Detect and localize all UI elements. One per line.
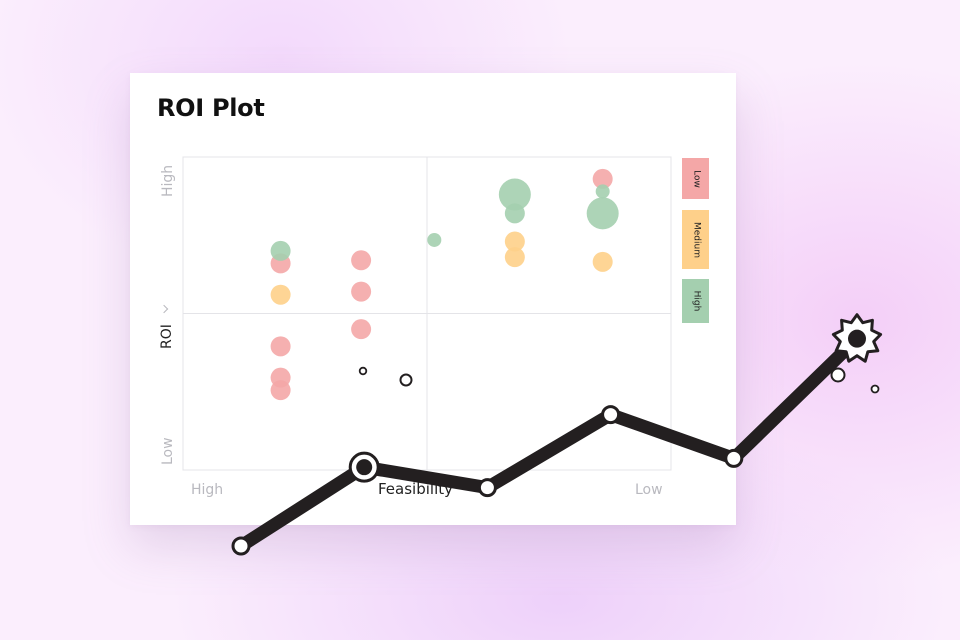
- legend-item-low[interactable]: Low: [682, 158, 709, 199]
- bubble-medium[interactable]: [504, 231, 525, 252]
- bubble-high[interactable]: [504, 203, 525, 224]
- bubble-medium[interactable]: [592, 251, 613, 272]
- bubble-low[interactable]: [351, 319, 372, 340]
- bubble-medium[interactable]: [504, 247, 525, 268]
- bubble-low[interactable]: [592, 168, 613, 189]
- bubble-layer: [270, 168, 619, 401]
- floating-dot: [870, 384, 880, 394]
- trend-line: [234, 332, 864, 553]
- legend-item-high[interactable]: High: [682, 279, 709, 323]
- trend-node-dot: [848, 329, 866, 348]
- bubble-low[interactable]: [270, 380, 291, 401]
- bubble-low[interactable]: [351, 281, 372, 302]
- bubble-low[interactable]: [270, 336, 291, 357]
- bubble-high[interactable]: [270, 240, 291, 261]
- bubble-high[interactable]: [586, 197, 619, 230]
- trend-node: [724, 448, 744, 468]
- x-tick-high: High: [191, 482, 224, 498]
- bubble-medium[interactable]: [270, 284, 291, 305]
- bubble-low[interactable]: [351, 250, 372, 271]
- bubble-high[interactable]: [595, 184, 610, 199]
- trend-node: [477, 478, 497, 498]
- floating-dot: [399, 373, 413, 387]
- bubble-high[interactable]: [427, 232, 442, 247]
- floating-dots: [358, 366, 880, 394]
- trend-node: [601, 405, 621, 425]
- floating-dot: [830, 367, 846, 383]
- bubble-high[interactable]: [498, 178, 531, 211]
- x-tick-low: Low: [635, 482, 663, 498]
- legend-item-medium[interactable]: Medium: [682, 210, 709, 269]
- trend-nodes: [231, 313, 883, 556]
- chart-title: ROI Plot: [157, 94, 265, 122]
- roi-plot-card: ROI Plot High ROI Low High Feasibility L…: [130, 73, 736, 525]
- scatter-plot: [182, 156, 672, 471]
- quadrant-grid: [182, 156, 672, 471]
- trend-node-dot: [356, 459, 373, 476]
- floating-dot: [358, 366, 368, 376]
- trend-node: [231, 536, 251, 556]
